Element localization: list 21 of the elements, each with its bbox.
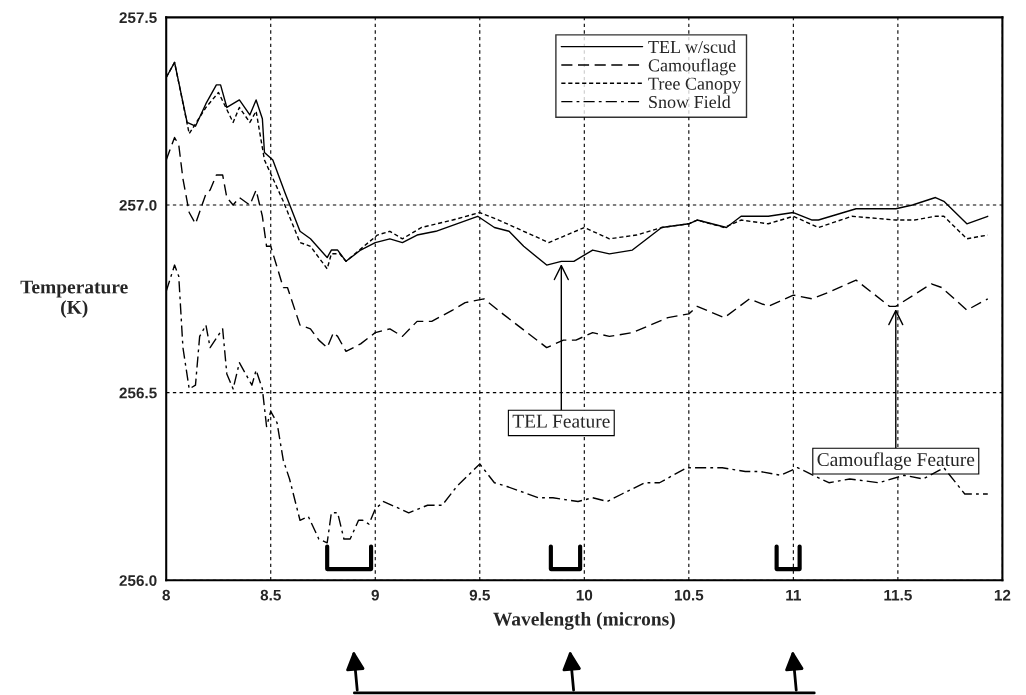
x-tick-label: 10 [576,589,593,601]
y-tick-label: 257.0 [119,199,157,211]
legend-label: Snow Field [649,95,731,109]
y-tick-label: 257.5 [119,12,157,24]
y-axis-title: Temperature (K) [20,280,128,318]
x-tick-label: 12 [994,589,1011,601]
legend-label: Camouflage [648,58,736,76]
x-axis-title: Wavelength (microns) [493,611,675,630]
x-tick-label: 9.5 [469,589,490,601]
annotation: TEL Feature [512,414,610,428]
x-tick-label: 8 [162,589,170,601]
annotation: Camouflage Feature [817,452,975,471]
x-tick-label: 10.5 [674,589,704,601]
x-tick-label: 9 [371,589,379,601]
x-tick-label: 11.5 [884,589,912,601]
y-tick-label: 256.0 [119,575,157,587]
legend-label: Tree Canopy [648,77,742,94]
x-tick-label: 8.5 [260,589,281,601]
x-tick-label: 11 [786,589,802,601]
legend-label: TEL w/scud [648,40,736,54]
y-tick-label: 256.5 [119,387,157,399]
